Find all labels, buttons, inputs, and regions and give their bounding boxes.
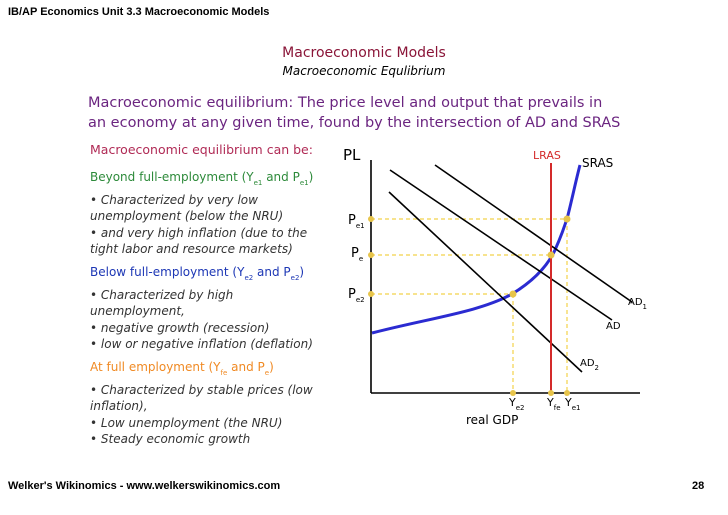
pe1-marker [368, 216, 374, 222]
bullet: • negative growth (recession) [90, 320, 270, 335]
footer-site: Welker's Wikinomics - www.welkerswikinom… [8, 480, 281, 492]
bullet-continuation: tight labor and resource markets) [90, 242, 293, 256]
ad1-curve [434, 164, 633, 303]
equilibrium-point-e2 [509, 290, 517, 298]
yfe-marker [548, 390, 554, 396]
section-at-full-employment: At full employment (Yfe and Pe) • Charac… [90, 359, 313, 448]
section-heading: Beyond full-employment (Ye1 and Pe1) [90, 170, 314, 187]
definition-line-2: an economy at any given time, found by t… [88, 115, 621, 131]
yfe-label: Yfe [547, 396, 561, 412]
bullet: • Low unemployment (the NRU) [90, 415, 283, 430]
section-heading: At full employment (Yfe and Pe) [90, 360, 274, 377]
bullet-continuation: unemployment, [90, 304, 185, 318]
slide-title: Macroeconomic Models [282, 45, 446, 61]
ye1-label: Ye1 [565, 396, 581, 412]
bullet: • Steady economic growth [90, 432, 251, 446]
bullet: • Characterized by high [90, 287, 234, 302]
slide-subtitle: Macroeconomic Equlibrium [282, 64, 446, 78]
bullet: • and very high inflation (due to the [90, 225, 308, 240]
y-axis-label: PL [343, 146, 361, 164]
bullet: • Characterized by very low [90, 192, 258, 207]
equilibrium-point-e1 [563, 215, 571, 223]
bullet-continuation: inflation), [90, 399, 148, 413]
lras-label: LRAS [533, 149, 561, 162]
equilibrium-lead: Macroeconomic equilibrium can be: [90, 142, 313, 157]
pe-marker [368, 252, 374, 258]
pe-label: Pe [351, 246, 364, 263]
ad-curve [389, 169, 613, 321]
pe1-label: Pe1 [348, 213, 365, 230]
bullet: • Characterized by stable prices (low [90, 382, 313, 397]
page-number: 28 [692, 480, 705, 492]
pe2-marker [368, 291, 374, 297]
equilibrium-point-fe [547, 251, 555, 259]
section-heading: Below full-employment (Ye2 and Pe2) [90, 265, 305, 282]
sras-curve [371, 164, 582, 335]
ad1-label: AD1 [628, 297, 648, 311]
definition-text: Macroeconomic equilibrium: The price lev… [88, 93, 620, 133]
ad-label: AD [606, 321, 621, 332]
course-header: IB/AP Economics Unit 3.3 Macroeconomic M… [8, 6, 270, 18]
ad2-curve [388, 191, 583, 373]
bullet-continuation: unemployment (below the NRU) [90, 209, 284, 223]
ye2-marker [510, 390, 516, 396]
ye2-label: Ye2 [509, 396, 525, 412]
sras-label: SRAS [582, 156, 614, 170]
ad2-label: AD2 [580, 358, 600, 372]
ye1-marker [564, 390, 570, 396]
definition-line-1: Macroeconomic equilibrium: The price lev… [88, 95, 603, 111]
x-axis-label: real GDP [466, 413, 519, 427]
section-below-full-employment: Below full-employment (Ye2 and Pe2) • Ch… [90, 264, 313, 353]
section-beyond-full-employment: Beyond full-employment (Ye1 and Pe1) • C… [90, 169, 313, 258]
pe2-label: Pe2 [348, 287, 365, 304]
bullet: • low or negative inflation (deflation) [90, 337, 313, 351]
